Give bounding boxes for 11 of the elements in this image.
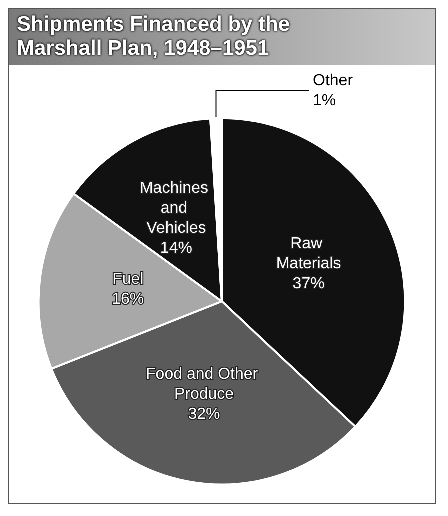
slice-label: Machines and Vehicles [140, 180, 213, 238]
data-label: 14% [160, 240, 192, 258]
slice-label: Other [313, 72, 354, 90]
slice-label: Raw Materials [276, 235, 342, 272]
data-label: 32% [188, 406, 220, 423]
slice-label: Fuel [112, 271, 144, 288]
slice-label: Food and Other Produce [146, 366, 263, 403]
data-label: 37% [292, 275, 325, 292]
chart-title: Shipments Financed by the Marshall Plan, 1948–1951 [17, 13, 292, 61]
data-label: 1% [313, 92, 336, 110]
data-label: 16% [112, 291, 144, 308]
